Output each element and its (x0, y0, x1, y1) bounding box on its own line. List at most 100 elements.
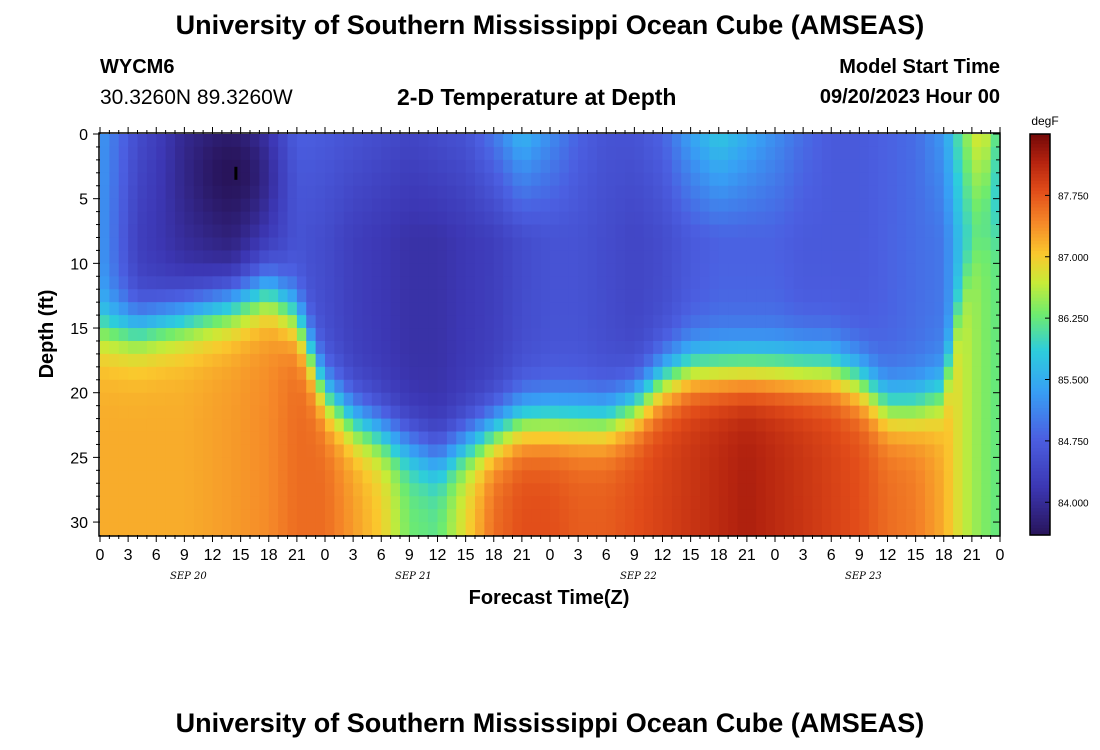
heatmap-cell (100, 263, 110, 277)
heatmap-cell (512, 237, 523, 252)
heatmap-cell (596, 185, 607, 200)
heatmap-cell (615, 379, 626, 394)
heatmap-cell (709, 276, 720, 290)
heatmap-cell (446, 509, 457, 523)
heatmap-cell (896, 146, 907, 161)
heatmap-cell (690, 522, 701, 536)
heatmap-cell (793, 328, 804, 342)
heatmap-cell (428, 509, 439, 523)
heatmap-cell (503, 366, 514, 381)
heatmap-cell (400, 134, 410, 148)
heatmap-cell (643, 315, 654, 329)
colorbar-tick-label: 84.000 (1058, 498, 1089, 509)
heatmap-cell (775, 276, 785, 290)
heatmap-cell (381, 237, 392, 252)
heatmap-cell (512, 159, 523, 174)
heatmap-cell (878, 509, 889, 523)
heatmap-cell (418, 353, 429, 368)
heatmap-cell (437, 315, 448, 329)
heatmap-cell (353, 146, 364, 161)
x-tick-label: 12 (654, 547, 672, 564)
heatmap-cell (475, 276, 485, 290)
heatmap-cell (915, 522, 926, 536)
heatmap-cell (859, 263, 870, 277)
heatmap-cell (550, 366, 560, 381)
heatmap-cell (568, 431, 579, 446)
heatmap-cell (700, 509, 710, 523)
heatmap-cell (775, 159, 785, 174)
heatmap-cell (381, 172, 392, 187)
heatmap-cell (559, 211, 570, 226)
heatmap-cell (634, 146, 645, 161)
heatmap-cell (643, 366, 654, 381)
heatmap-cell (756, 250, 767, 264)
heatmap-cell (184, 496, 195, 510)
colorbar-segment (1030, 167, 1050, 172)
heatmap-cell (784, 522, 795, 536)
heatmap-cell (146, 237, 157, 252)
heatmap-cell (400, 263, 410, 277)
colorbar-segment (1030, 528, 1050, 533)
heatmap-cell (400, 276, 410, 290)
heatmap-cell (400, 509, 410, 523)
heatmap-cell (456, 237, 467, 252)
heatmap-cell (437, 328, 448, 342)
colorbar-tick-label: 87.000 (1058, 253, 1089, 264)
heatmap-cell (100, 211, 110, 226)
heatmap-cell (821, 302, 832, 316)
heatmap-cell (878, 418, 889, 433)
heatmap-cell (231, 328, 242, 342)
heatmap-cell (128, 289, 139, 303)
heatmap-cell (653, 302, 664, 316)
heatmap-cell (653, 379, 664, 394)
heatmap-cell (400, 457, 410, 471)
heatmap-cell (390, 263, 401, 277)
heatmap-cell (981, 483, 992, 497)
heatmap-cell (746, 146, 757, 161)
heatmap-cell (409, 302, 420, 316)
heatmap-cell (821, 237, 832, 252)
heatmap-cell (137, 198, 148, 213)
heatmap-cell (971, 392, 982, 407)
heatmap-cell (981, 496, 992, 510)
heatmap-cell (812, 289, 823, 303)
heatmap-cell (859, 470, 870, 484)
colorbar-segment (1030, 194, 1050, 199)
heatmap-cell (718, 302, 729, 316)
heatmap-cell (831, 483, 842, 497)
heatmap-cell (325, 224, 335, 239)
heatmap-cell (559, 302, 570, 316)
heatmap-cell (165, 134, 176, 148)
heatmap-cell (165, 237, 176, 252)
heatmap-cell (306, 444, 317, 458)
heatmap-cell (962, 457, 973, 471)
heatmap-cell (390, 211, 401, 226)
heatmap-cell (700, 470, 710, 484)
heatmap-cell (353, 483, 364, 497)
heatmap-cell (615, 159, 626, 174)
heatmap-cell (981, 405, 992, 420)
heatmap-cell (268, 496, 279, 510)
heatmap-cell (765, 211, 776, 226)
heatmap-cell (203, 224, 214, 239)
heatmap-cell (521, 302, 532, 316)
heatmap-cell (859, 366, 870, 381)
heatmap-cell (671, 392, 682, 407)
heatmap-cell (709, 289, 720, 303)
heatmap-cell (925, 470, 935, 484)
heatmap-cell (878, 470, 889, 484)
heatmap-cell (568, 457, 579, 471)
heatmap-cell (690, 146, 701, 161)
heatmap-cell (268, 211, 279, 226)
colorbar-segment (1030, 331, 1050, 336)
heatmap-cell (634, 315, 645, 329)
heatmap-cell (250, 405, 260, 420)
heatmap-cell (587, 418, 598, 433)
heatmap-cell (371, 185, 382, 200)
heatmap-cell (859, 457, 870, 471)
heatmap-cell (625, 172, 635, 187)
heatmap-cell (531, 366, 542, 381)
heatmap-cell (109, 470, 120, 484)
heatmap-cell (962, 185, 973, 200)
heatmap-cell (653, 134, 664, 148)
